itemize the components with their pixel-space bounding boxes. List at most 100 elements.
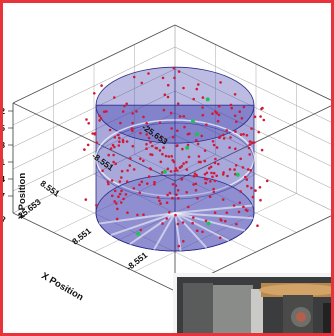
data-point [118, 180, 122, 183]
data-point [166, 167, 170, 171]
data-point [192, 174, 196, 178]
data-point [234, 164, 238, 167]
base-wedge [110, 212, 176, 237]
data-point [149, 141, 152, 144]
data-point [224, 219, 227, 223]
data-point [220, 219, 223, 222]
data-point [162, 169, 167, 174]
data-point [131, 112, 134, 115]
data-point [165, 217, 168, 220]
data-point [229, 136, 232, 139]
base-wedge [174, 212, 208, 249]
data-point [117, 133, 120, 137]
data-point [205, 97, 210, 102]
data-point [99, 117, 103, 120]
data-point [132, 75, 136, 79]
data-point [250, 141, 254, 144]
data-point [186, 143, 190, 147]
data-point [145, 122, 148, 125]
data-point [177, 197, 180, 200]
data-point [117, 144, 121, 147]
data-point [182, 86, 185, 90]
x-tick-label: 25.653 [3, 202, 8, 225]
data-point [128, 164, 132, 167]
data-point [195, 138, 198, 142]
data-point [131, 144, 135, 148]
data-point [233, 114, 237, 118]
data-point [205, 123, 208, 126]
inset-photo [173, 273, 331, 333]
data-point [235, 172, 240, 177]
data-point [153, 180, 156, 184]
data-point [238, 201, 242, 204]
data-point [85, 118, 88, 121]
data-point [182, 115, 186, 118]
data-point [187, 205, 190, 209]
data-point [142, 213, 145, 216]
data-point [167, 155, 171, 158]
data-point [206, 221, 211, 226]
data-point [205, 178, 209, 181]
data-point [136, 231, 141, 236]
data-point [205, 171, 209, 175]
data-point [147, 72, 150, 75]
data-point [150, 153, 154, 157]
data-point [120, 189, 123, 193]
data-point [217, 113, 221, 117]
data-point [156, 196, 160, 199]
data-point [139, 157, 142, 161]
data-point [248, 143, 251, 146]
data-point [126, 211, 129, 214]
data-point [203, 149, 207, 152]
data-point [113, 145, 116, 149]
data-point [201, 113, 205, 117]
data-point [192, 216, 195, 219]
data-point [165, 201, 169, 204]
data-point [171, 183, 175, 186]
data-point [196, 142, 200, 146]
data-point [248, 140, 252, 143]
data-point [119, 121, 122, 125]
data-point [124, 193, 128, 196]
data-point [125, 140, 129, 143]
data-point [139, 131, 142, 135]
data-point [228, 146, 231, 149]
data-point [161, 152, 164, 156]
data-point [182, 240, 185, 243]
data-point [201, 106, 204, 109]
data-point [118, 136, 121, 140]
data-point [259, 198, 262, 202]
data-point [118, 192, 122, 196]
data-point [174, 213, 177, 217]
data-point [118, 140, 121, 144]
data-point [145, 147, 148, 150]
data-point [238, 110, 241, 113]
data-point [159, 160, 163, 164]
data-point [185, 168, 189, 171]
data-point [260, 107, 263, 111]
data-point [239, 190, 242, 193]
data-point [214, 110, 217, 113]
data-point [245, 134, 249, 137]
base-wedge [153, 212, 176, 251]
data-point [250, 127, 253, 130]
data-point [247, 146, 251, 150]
data-point [250, 186, 253, 190]
data-point [240, 117, 244, 120]
data-point [181, 221, 185, 224]
data-point [153, 183, 156, 186]
data-point [113, 96, 116, 99]
data-point [237, 210, 241, 214]
data-point [168, 191, 172, 195]
data-point [103, 110, 106, 113]
data-point [112, 160, 115, 164]
data-point [142, 115, 145, 119]
data-point [257, 130, 260, 134]
data-point [245, 178, 249, 181]
data-point [158, 121, 162, 124]
data-point [171, 196, 174, 200]
data-point [192, 183, 195, 186]
data-point [225, 129, 229, 132]
data-point [177, 244, 181, 248]
data-point [218, 236, 222, 240]
